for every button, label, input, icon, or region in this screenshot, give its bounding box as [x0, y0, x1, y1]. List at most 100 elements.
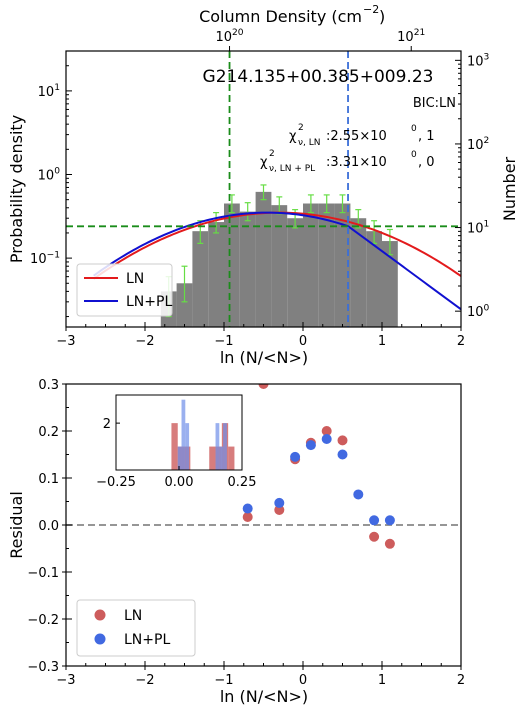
x-tick-label: −3	[56, 334, 75, 349]
histogram-bar	[271, 205, 288, 327]
chi-ln-tail: , 1	[418, 129, 435, 144]
chi-ln-label: χ 2 ν, LN :2.55×10 0 , 1	[289, 123, 435, 148]
bic-label: BIC:LN	[413, 96, 456, 111]
lnpl-residual-point	[274, 497, 285, 508]
inset-ln-bar	[228, 446, 235, 470]
chi-lnpl-tail: , 0	[418, 155, 435, 170]
y-tick-label: −0.1	[27, 566, 59, 581]
inset-lnpl-bar	[223, 423, 227, 470]
inset-axes: −0.25 0.00 0.25 2	[96, 417, 256, 490]
histogram-bar	[192, 231, 209, 327]
histogram-bar	[382, 241, 398, 327]
inset-lnpl-bar	[219, 446, 224, 470]
ln-residual-point	[258, 384, 269, 389]
x-tick-label: 1	[378, 673, 386, 688]
bottom-panel: −3 −2 −1 0 1 2 −0.3 −0.2 −0.1 0.0 0.1 0.2 0.3 −0.25 0…	[7, 378, 465, 706]
object-label: G214.135+00.385+009.23	[203, 67, 434, 87]
lnpl-residual-point	[321, 433, 332, 444]
right-tick-label: 102	[467, 136, 489, 153]
inset-x-tick-label: 0.00	[165, 475, 194, 490]
histogram-bar	[208, 222, 224, 327]
lnpl-residual-point	[369, 515, 380, 526]
inset-ln-bar	[209, 446, 216, 470]
inset-lnpl-bar	[181, 399, 186, 470]
inset-x-tick-label: −0.25	[96, 475, 136, 490]
lnpl-residual-point	[305, 440, 316, 451]
bottom-xlabel: ln (N/<N>)	[220, 687, 308, 706]
lnpl-residual-point	[242, 503, 253, 514]
histogram-bar	[318, 203, 335, 327]
chi-lnpl-sub: ν, LN + PL	[269, 164, 315, 174]
chi-ln-value: :2.55×10	[326, 129, 387, 144]
right-tick-label: 100	[467, 303, 490, 320]
x-tick-label: −1	[214, 673, 233, 688]
legend-ln-label: LN	[126, 271, 144, 287]
inset-x-tick-label: 0.25	[228, 475, 257, 490]
histogram-bar	[350, 218, 367, 327]
legend-ln-residual-label: LN	[124, 608, 142, 624]
histogram-bar	[366, 231, 382, 327]
lnpl-residual-point	[353, 489, 364, 500]
chi-lnpl-symbol: χ	[260, 155, 268, 170]
top-axis-title-exp: −2	[363, 3, 379, 16]
y-tick-label: 0.3	[38, 378, 59, 393]
x-tick-label: 2	[457, 673, 465, 688]
inset-lnpl-bar	[215, 423, 220, 470]
bottom-ylabel: Residual	[7, 491, 26, 559]
top-xlabel: ln (N/<N>)	[220, 348, 308, 367]
ln-residual-point	[337, 435, 348, 446]
lnpl-fit-curve	[93, 211, 461, 311]
y-tick-label: −0.3	[27, 660, 59, 675]
x-tick-label: 0	[299, 334, 307, 349]
y-tick-label: 0.1	[38, 472, 59, 487]
ln-residual-point	[369, 531, 380, 542]
top-axis-title-close: )	[379, 7, 385, 26]
top-axis-title: Column Density (cm −2 )	[199, 3, 385, 26]
ln-residual-point	[242, 512, 253, 523]
ln-residual-point	[274, 504, 285, 515]
legend-lnpl-marker	[94, 633, 106, 645]
top-tick-label: 1021	[397, 28, 425, 45]
x-tick-label: −1	[214, 334, 233, 349]
ln-residual-point	[384, 538, 395, 549]
lnpl-residual-point	[290, 451, 301, 462]
x-tick-label: −3	[56, 673, 75, 688]
inset-plot-area	[171, 399, 235, 470]
lnpl-residual-point	[384, 515, 395, 526]
chi-lnpl-exp: 0	[411, 150, 417, 160]
inset-y-tick-label: 2	[103, 417, 111, 432]
top-axes: −3 −2 −1 0 1 2 10−1 100 101 100 101 102 103 1020 1021	[30, 28, 490, 349]
chi-lnpl-label: χ 2 ν, LN + PL :3.31×10 0 , 0	[260, 149, 435, 174]
histogram-bar	[224, 203, 240, 327]
top-plot-area	[66, 51, 461, 327]
histogram-bar	[239, 211, 256, 327]
chi-ln-sub: ν, LN	[298, 138, 321, 148]
top-ylabel: Probability density	[7, 115, 26, 263]
bottom-axes: −3 −2 −1 0 1 2 −0.3 −0.2 −0.1 0.0 0.1 0.2 0.3	[27, 378, 465, 688]
x-tick-label: 2	[457, 334, 465, 349]
inset-ln-bar	[171, 423, 178, 470]
y-tick-label: 101	[38, 83, 60, 100]
ln-residual-point	[321, 426, 332, 436]
histogram-bar	[176, 283, 193, 327]
x-tick-label: 1	[378, 334, 386, 349]
top-legend: LN LN+PL	[76, 263, 173, 317]
legend-lnpl-label: LN+PL	[126, 294, 172, 310]
right-ylabel: Number	[500, 156, 519, 221]
chi-lnpl-value: :3.31×10	[326, 155, 387, 170]
histogram-bar	[334, 203, 351, 327]
inset-lnpl-bar	[177, 446, 182, 470]
x-tick-label: −2	[135, 673, 154, 688]
bottom-legend: LN LN+PL	[76, 599, 196, 657]
x-tick-label: 0	[299, 673, 307, 688]
bottom-plot-area	[66, 384, 461, 549]
y-tick-label: −0.2	[27, 613, 59, 628]
right-tick-label: 101	[467, 220, 489, 237]
chi-ln-exp: 0	[411, 124, 417, 134]
y-tick-label: 0.2	[38, 425, 59, 440]
right-tick-label: 103	[467, 52, 490, 69]
histogram-bar	[303, 203, 319, 327]
